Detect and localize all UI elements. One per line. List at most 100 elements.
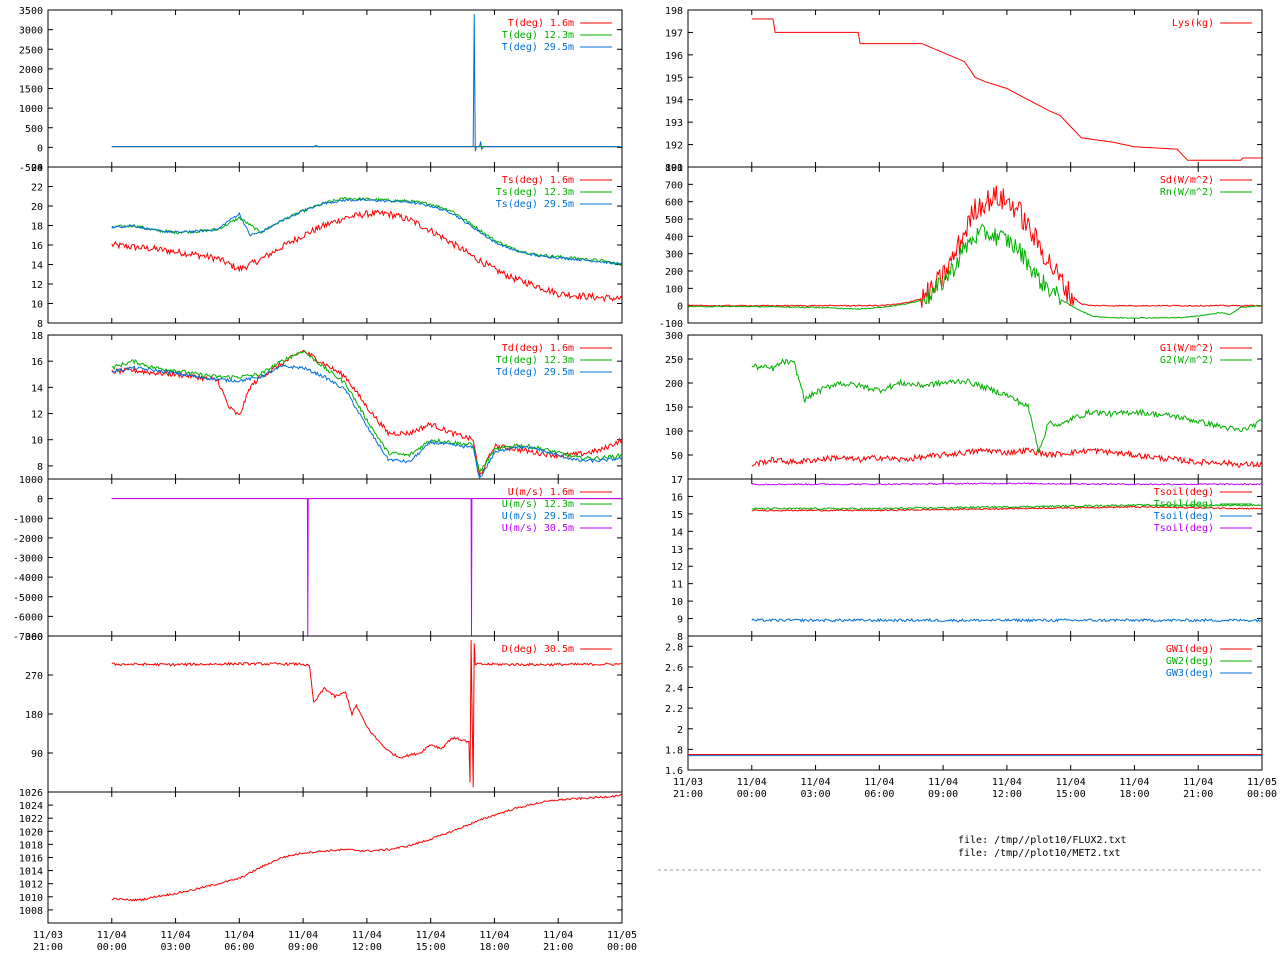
- xtick-label-date: 11/04: [416, 930, 446, 941]
- series-line: [111, 13, 622, 152]
- ytick-label: 1016: [19, 854, 43, 865]
- xtick-label-date: 11/04: [97, 930, 127, 941]
- legend-entry: GW2(deg): [1166, 656, 1214, 667]
- xtick-label-date: 11/04: [288, 930, 318, 941]
- ytick-label: 2.8: [665, 642, 683, 653]
- series-line: [111, 639, 622, 788]
- legend-entry: Sd(W/m^2): [1160, 175, 1214, 186]
- xtick-label-date: 11/05: [607, 930, 637, 941]
- legend-entry: Tsoil(deg): [1154, 499, 1214, 510]
- series-line: [688, 630, 1262, 631]
- series-line: [111, 498, 622, 636]
- ytick-label: 1000: [19, 104, 43, 115]
- ytick-label: 180: [25, 710, 43, 721]
- xtick-label-time: 21:00: [1183, 789, 1213, 800]
- xtick-label-time: 03:00: [161, 942, 191, 953]
- ytick-label: 18: [31, 222, 43, 233]
- xtick-label-time: 06:00: [864, 789, 894, 800]
- ytick-label: 16: [671, 492, 683, 503]
- legend-entry: Ts(deg) 29.5m: [496, 199, 574, 210]
- xtick-label-date: 11/04: [1119, 777, 1149, 788]
- ytick-label: 16: [31, 357, 43, 368]
- chart-soil-heat: 50 100 150 200 250 300 G1(W/m^2)G2(W/m^2): [665, 331, 1263, 480]
- ytick-label: 600: [665, 198, 683, 209]
- xtick-label-date: 11/03: [673, 777, 703, 788]
- xtick-label-date: 11/03: [33, 930, 63, 941]
- ytick-label: 1018: [19, 840, 43, 851]
- ytick-label: 1024: [19, 801, 43, 812]
- ytick-label: 13: [671, 545, 683, 556]
- chart-radiation: -100 0 100 200 300 400 500 600 700 800 Sd(W/m^2)Rn…: [659, 163, 1263, 330]
- xtick-label-date: 11/04: [864, 777, 894, 788]
- plot-frame: [47, 791, 623, 924]
- ytick-label: 193: [665, 118, 683, 129]
- ytick-label: 2000: [19, 65, 43, 76]
- ytick-label: 2.4: [665, 684, 683, 695]
- ytick-label: 1022: [19, 814, 43, 825]
- ytick-label: 22: [31, 183, 43, 194]
- ytick-label: 360: [25, 632, 43, 643]
- series-line: [688, 223, 1262, 319]
- ytick-label: 8: [37, 462, 43, 473]
- series-line: [111, 364, 622, 479]
- ytick-label: 2.6: [665, 663, 683, 674]
- legend-entry: Td(deg) 29.5m: [496, 367, 574, 378]
- xtick-label-date: 11/04: [928, 777, 958, 788]
- xtick-label-date: 11/04: [479, 930, 509, 941]
- ytick-label: 14: [31, 383, 43, 394]
- series-line: [751, 358, 1262, 453]
- xtick-label-time: 21:00: [673, 789, 703, 800]
- ytick-label: 3000: [19, 26, 43, 37]
- xtick-label-time: 06:00: [224, 942, 254, 953]
- ytick-label: 300: [665, 250, 683, 261]
- ytick-label: 1000: [19, 475, 43, 486]
- xtick-label-date: 11/04: [543, 930, 573, 941]
- xtick-label-time: 21:00: [543, 942, 573, 953]
- series-line: [111, 209, 622, 303]
- series-line: [111, 793, 622, 902]
- xtick-label-date: 11/05: [1247, 777, 1277, 788]
- legend-entry: G2(W/m^2): [1160, 355, 1214, 366]
- ytick-label: 1.6: [665, 766, 683, 777]
- series-line: [111, 198, 622, 266]
- legend-entry: Tsoil(deg): [1154, 487, 1214, 498]
- ytick-label: 0: [37, 143, 43, 154]
- ytick-label: 1500: [19, 85, 43, 96]
- xtick-label-time: 15:00: [1056, 789, 1086, 800]
- legend-entry: Td(deg) 12.3m: [496, 355, 574, 366]
- legend-entry: T(deg) 29.5m: [502, 42, 574, 53]
- ytick-label: -100: [659, 319, 683, 330]
- xtick-label-date: 11/04: [224, 930, 254, 941]
- plot-frame: [687, 9, 1263, 168]
- ytick-label: 196: [665, 51, 683, 62]
- ytick-label: 12: [31, 410, 43, 421]
- xtick-label-time: 09:00: [288, 942, 318, 953]
- ytick-label: 200: [665, 379, 683, 390]
- plot-frame: [687, 635, 1263, 771]
- ytick-label: 8: [37, 319, 43, 330]
- ytick-label: 0: [37, 495, 43, 506]
- legend-entry: T(deg) 12.3m: [502, 30, 574, 41]
- legend-entry: Lys(kg): [1172, 18, 1214, 29]
- ytick-label: 90: [31, 749, 43, 760]
- xtick-label-time: 00:00: [737, 789, 767, 800]
- ytick-label: 800: [665, 163, 683, 174]
- ytick-label: -6000: [13, 612, 43, 623]
- series-line: [751, 505, 1262, 512]
- xtick-label-time: 12:00: [352, 942, 382, 953]
- series-line: [751, 446, 1262, 468]
- xtick-label-date: 11/04: [992, 777, 1022, 788]
- ytick-label: 1026: [19, 788, 43, 799]
- legend-entry: Tsoil(deg): [1154, 511, 1214, 522]
- xtick-label-time: 18:00: [1119, 789, 1149, 800]
- ytick-label: 10: [671, 597, 683, 608]
- ytick-label: 400: [665, 232, 683, 243]
- ytick-label: 100: [665, 284, 683, 295]
- ytick-label: 1008: [19, 906, 43, 917]
- series-line: [751, 503, 1262, 511]
- ytick-label: 9: [677, 615, 683, 626]
- ytick-label: 1020: [19, 827, 43, 838]
- ytick-label: 2.2: [665, 704, 683, 715]
